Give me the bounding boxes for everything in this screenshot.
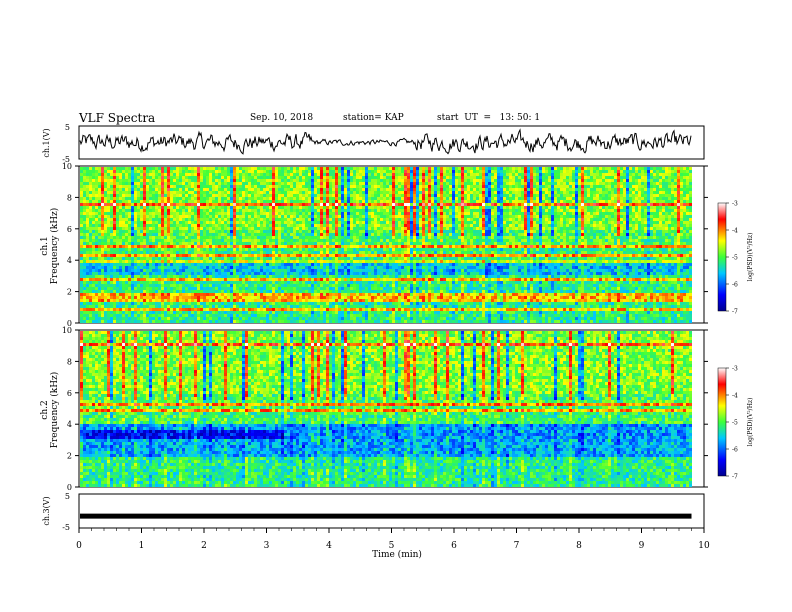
ch3-ytick-top: 5 [65,492,70,501]
time-tick-label: 2 [201,541,207,551]
time-tick-label: 9 [639,541,645,551]
ch1-colorbar: -3 -4 -5 -6 -7 log(PSD)(V²/Hz) [718,201,754,316]
ch1-waveform-panel: 5 -5 ch.1(V) [42,123,704,164]
ch2-spectrogram-image [80,331,692,487]
ch2-colorbar-ticks: -3 -4 -5 -6 -7 [726,366,738,481]
freq-tick-label: 4 [67,420,72,429]
ch1-ylabel: ch.1(V) [42,128,51,157]
freq-tick-label: 10 [62,162,72,171]
freq-tick-label: 2 [67,452,72,461]
freq-tick-label: 4 [67,256,72,265]
ch1-colorbar-ticks: -3 -4 -5 -6 -7 [726,201,738,316]
ch2-spec-ylabel-ch: ch.2 [40,400,50,419]
time-tick-label: 10 [698,541,710,551]
colorbar-tick-label: -3 [732,366,738,373]
ch2-spec-ylabel-freq: Frequency (kHz) [49,372,60,449]
colorbar-tick-label: -5 [732,420,738,427]
colorbar-tick-label: -7 [732,474,738,481]
ch2-colorbar: -3 -4 -5 -6 -7 log(PSD)(V²/Hz) [718,366,754,481]
time-tick-label: 1 [139,541,145,551]
plot-area: 5 -5 ch.1(V) 0246810 ch.1 Frequency (kHz… [0,0,792,612]
time-tick-label: 4 [326,541,332,551]
time-tick-label: 0 [76,541,82,551]
ch2-colorbar-label: log(PSD)(V²/Hz) [747,398,754,447]
freq-tick-label: 6 [67,389,72,398]
ch3-ylabel: ch.3(V) [42,496,51,525]
freq-tick-label: 6 [67,225,72,234]
time-axis-ticks: 0 1 2 3 4 5 6 7 8 9 10 [76,528,710,551]
freq-tick-label: 8 [67,193,72,202]
ch1-spectrogram-image [80,167,692,323]
ch3-waveform-panel: 5 -5 ch.3(V) 0 1 2 3 4 5 6 7 8 9 10 Time (min) [42,492,710,560]
freq-tick-label: 8 [67,357,72,366]
ch1-ytick-top: 5 [65,123,70,132]
freq-tick-label: 10 [62,326,72,335]
colorbar-tick-label: -6 [732,282,738,289]
freq-tick-label: 0 [67,483,72,492]
colorbar-tick-label: -6 [732,447,738,454]
ch1-spec-ylabel-freq: Frequency (kHz) [49,208,60,285]
ch2-spectrogram-panel: 0 2 4 6 8 10 ch.2 Frequency (kHz) [40,326,708,492]
time-tick-label: 8 [576,541,582,551]
colorbar-tick-label: -5 [732,255,738,262]
colorbar-tick-label: -3 [732,201,738,208]
colorbar-tick-label: -4 [732,228,738,235]
colorbar-tick-label: -4 [732,393,738,400]
time-tick-label: 3 [264,541,270,551]
vlf-spectra-figure: VLF Spectra Sep. 10, 2018 station= KAP s… [0,0,792,612]
time-axis-label: Time (min) [372,549,422,560]
ch3-ytick-bottom: -5 [62,523,70,532]
time-tick-label: 6 [451,541,457,551]
colorbar-tick-label: -7 [732,309,738,316]
ch1-colorbar-label: log(PSD)(V²/Hz) [747,233,754,282]
time-tick-label: 7 [514,541,520,551]
ch1-spec-ylabel-ch: ch.1 [40,236,50,255]
freq-tick-label: 2 [67,288,72,297]
